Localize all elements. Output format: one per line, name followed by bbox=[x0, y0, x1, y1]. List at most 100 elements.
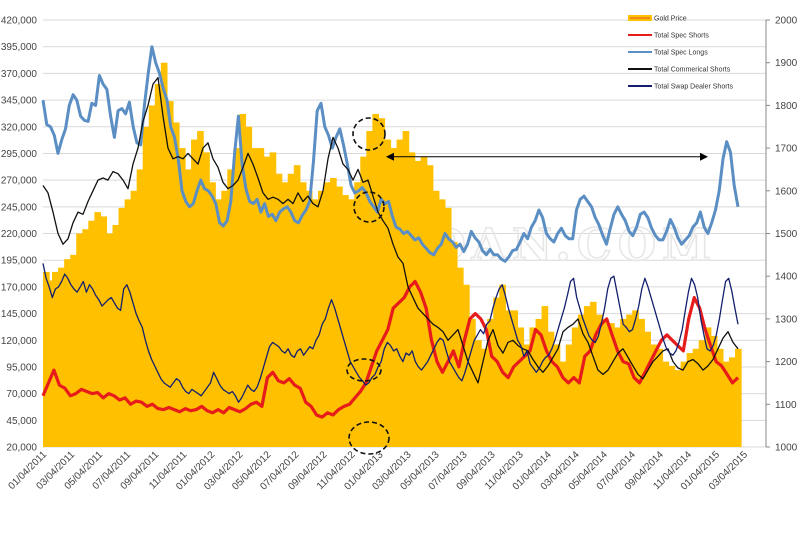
right-tick-label: 1500 bbox=[775, 229, 798, 240]
gold-price-bar bbox=[565, 344, 573, 447]
gold-price-bar bbox=[589, 301, 597, 447]
gold-price-bar bbox=[178, 148, 186, 447]
gold-price-bar bbox=[529, 327, 537, 447]
left-tick-label: 370,000 bbox=[1, 69, 38, 80]
gold-price-bar bbox=[106, 233, 114, 447]
gold-price-bar bbox=[571, 327, 579, 447]
gold-price-bar bbox=[88, 220, 95, 447]
gold-price-bar bbox=[239, 113, 247, 447]
gold-price-bar bbox=[203, 152, 210, 447]
gold-price-bar bbox=[251, 148, 259, 447]
gold-price-bar bbox=[722, 361, 730, 447]
gold-price-bar bbox=[342, 195, 349, 447]
gold-price-bar bbox=[166, 101, 174, 447]
left-tick-label: 320,000 bbox=[1, 122, 38, 133]
left-tick-label: 420,000 bbox=[1, 16, 38, 27]
gold-price-bar bbox=[432, 190, 440, 448]
gold-price-bar bbox=[191, 139, 198, 447]
right-tick-label: 1100 bbox=[775, 400, 797, 411]
gold-price-area-layer bbox=[43, 62, 742, 448]
gold-price-bar bbox=[82, 229, 89, 447]
left-tick-label: 170,000 bbox=[1, 282, 38, 293]
gold-price-bar bbox=[305, 190, 313, 448]
gold-price-bar bbox=[112, 224, 120, 447]
gold-price-bar bbox=[583, 306, 591, 447]
gold-price-bar bbox=[408, 152, 416, 447]
legend-label: Total Spec Shorts bbox=[654, 33, 709, 40]
gold-price-bar bbox=[372, 113, 380, 447]
gold-price-bar bbox=[142, 126, 150, 447]
gold-price-bar bbox=[680, 361, 688, 447]
gold-price-bar bbox=[608, 323, 615, 447]
right-tick-label: 1800 bbox=[775, 101, 798, 112]
gold-price-bar bbox=[438, 199, 446, 447]
gold-price-bar bbox=[686, 353, 694, 447]
gold-price-bar bbox=[227, 169, 234, 447]
gold-price-bar bbox=[209, 182, 216, 447]
gold-price-bar bbox=[523, 344, 531, 447]
gold-price-bar bbox=[710, 335, 718, 447]
right-tick-label: 1200 bbox=[775, 357, 798, 368]
right-tick-label: 2000 bbox=[775, 16, 798, 27]
gold-price-bar bbox=[475, 340, 482, 447]
left-tick-label: 195,000 bbox=[1, 256, 38, 267]
gold-price-bar bbox=[233, 148, 241, 447]
right-tick-label: 1900 bbox=[775, 58, 798, 69]
gold-price-bar bbox=[698, 340, 706, 447]
gold-price-bar bbox=[602, 318, 609, 447]
gold-price-bar bbox=[336, 186, 343, 447]
gold-price-bar bbox=[366, 131, 373, 447]
gold-price-bar bbox=[160, 62, 168, 447]
arrow-head-left bbox=[386, 152, 394, 161]
gold-price-bar bbox=[547, 331, 555, 447]
gold-price-bar bbox=[511, 310, 519, 447]
gold-price-bar bbox=[293, 165, 301, 447]
legend-label: Total Swap Dealer Shorts bbox=[654, 84, 733, 91]
gold-price-bar bbox=[46, 280, 53, 447]
gold-price-bar bbox=[469, 318, 476, 447]
gold-price-bar bbox=[330, 177, 337, 448]
gold-price-bar bbox=[692, 348, 700, 447]
gold-price-bar bbox=[197, 131, 204, 447]
gold-price-bar bbox=[287, 173, 295, 447]
gold-price-bar bbox=[263, 156, 271, 447]
left-tick-label: 120,000 bbox=[1, 336, 38, 347]
gold-price-bar bbox=[541, 306, 549, 447]
left-tick-label: 295,000 bbox=[1, 149, 38, 160]
gold-price-bar bbox=[94, 212, 102, 447]
gold-price-bar bbox=[221, 190, 228, 448]
gold-price-bar bbox=[414, 160, 422, 447]
right-tick-label: 1300 bbox=[775, 314, 798, 325]
gold-price-bar bbox=[299, 182, 307, 447]
gold-price-bar bbox=[281, 182, 289, 447]
series-lines-layer bbox=[41, 45, 740, 419]
gold-price-bar bbox=[638, 318, 645, 447]
gold-price-bar bbox=[76, 233, 83, 447]
gold-price-bar bbox=[426, 165, 434, 447]
gold-price-bar bbox=[70, 254, 77, 447]
gold-price-bar bbox=[118, 207, 126, 447]
gold-price-bar bbox=[136, 169, 144, 447]
gold-price-bar bbox=[614, 327, 621, 447]
gold-price-bar bbox=[64, 259, 71, 447]
left-tick-label: 345,000 bbox=[1, 96, 38, 107]
legend-label: Total Commerical Shorts bbox=[654, 67, 731, 74]
left-tick-label: 220,000 bbox=[1, 229, 38, 240]
gold-price-bar bbox=[100, 216, 108, 447]
gold-price-bar bbox=[348, 199, 355, 447]
left-tick-label: 270,000 bbox=[1, 176, 38, 187]
gold-price-bar bbox=[52, 271, 59, 447]
gold-price-bar bbox=[734, 348, 742, 447]
gold-price-bar bbox=[324, 182, 331, 447]
left-y-axis: 20,000 45,000 70,000 95,000 120,000 145,000 17… bbox=[1, 16, 38, 454]
gold-price-bar bbox=[58, 267, 65, 447]
gold-price-bar bbox=[444, 207, 452, 447]
right-tick-label: 1000 bbox=[775, 443, 798, 454]
gold-price-bar bbox=[656, 348, 664, 447]
gold-price-bar bbox=[402, 131, 410, 447]
legend-label: Total Spec Longs bbox=[654, 50, 708, 57]
gold-price-bar bbox=[354, 182, 361, 447]
gold-price-bar bbox=[650, 344, 658, 447]
gold-price-bar bbox=[311, 199, 319, 447]
